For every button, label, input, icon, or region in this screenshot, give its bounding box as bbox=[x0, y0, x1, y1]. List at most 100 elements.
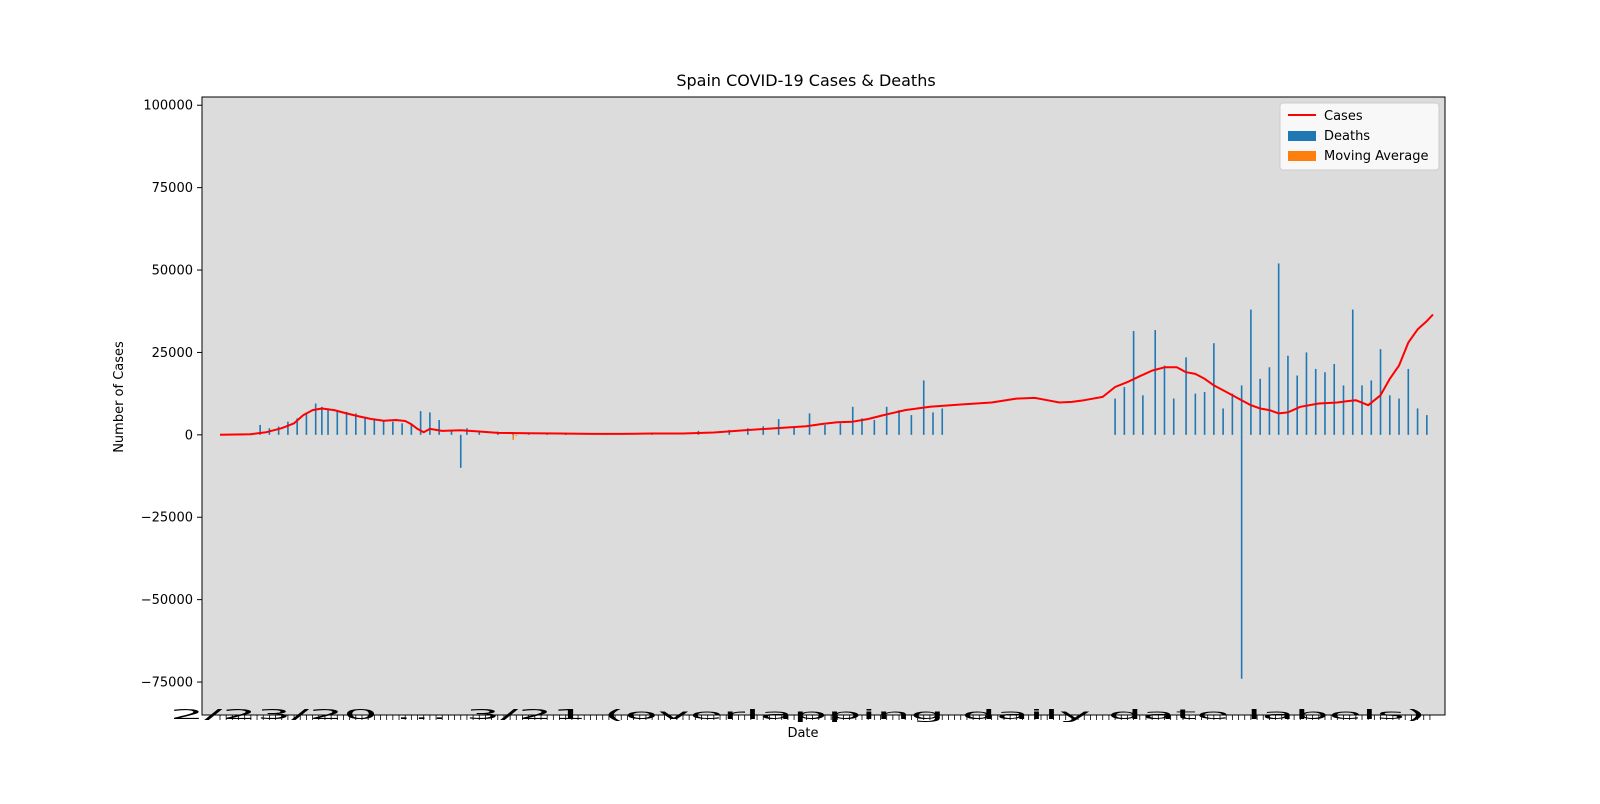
deaths-bar bbox=[1154, 330, 1157, 435]
deaths-bar bbox=[459, 434, 462, 468]
deaths-bar bbox=[1259, 378, 1261, 435]
deaths-bar bbox=[898, 410, 900, 435]
deaths-bar bbox=[1342, 385, 1345, 435]
deaths-bar bbox=[873, 420, 876, 435]
cases-line-group bbox=[219, 313, 1434, 436]
deaths-bars bbox=[250, 263, 1428, 679]
deaths-bar bbox=[728, 429, 731, 435]
deaths-bar bbox=[564, 434, 567, 435]
deaths-bar bbox=[1398, 398, 1400, 435]
deaths-bar bbox=[1305, 352, 1308, 435]
y-tick-label: 100000 bbox=[143, 99, 193, 114]
legend-deaths-label: Deaths bbox=[1324, 129, 1370, 144]
deaths-bar bbox=[861, 418, 863, 435]
y-tick-label: 25000 bbox=[152, 346, 193, 361]
deaths-bar bbox=[1314, 368, 1317, 435]
deaths-bar bbox=[1407, 368, 1410, 435]
deaths-bar bbox=[296, 418, 298, 435]
deaths-bar bbox=[1203, 391, 1206, 435]
chart-title: Spain COVID-19 Cases & Deaths bbox=[676, 71, 935, 90]
deaths-bar bbox=[1351, 309, 1354, 435]
deaths-bar bbox=[1296, 375, 1298, 435]
legend-deaths-swatch bbox=[1288, 131, 1316, 141]
deaths-bar bbox=[478, 430, 481, 435]
deaths-bar bbox=[1361, 385, 1363, 435]
deaths-bar bbox=[1240, 434, 1243, 679]
plot-area bbox=[201, 96, 1446, 716]
y-tick-label: 50000 bbox=[152, 264, 193, 279]
deaths-bar bbox=[1379, 349, 1382, 435]
deaths-bar bbox=[1132, 331, 1135, 435]
deaths-bar bbox=[932, 412, 934, 435]
x-ticks bbox=[219, 715, 1431, 720]
deaths-bar bbox=[410, 424, 413, 435]
deaths-bar bbox=[450, 429, 453, 435]
deaths-bar bbox=[1240, 385, 1243, 435]
deaths-bar bbox=[777, 419, 780, 435]
y-tick-label: 0 bbox=[185, 428, 193, 443]
legend-cases-label: Cases bbox=[1324, 109, 1363, 124]
deaths-bar bbox=[1231, 393, 1234, 435]
deaths-bar bbox=[1123, 387, 1126, 435]
legend: Cases Deaths Moving Average bbox=[1279, 102, 1440, 171]
deaths-bar bbox=[259, 424, 261, 435]
deaths-bar bbox=[1142, 395, 1144, 435]
deaths-bar bbox=[1172, 398, 1175, 435]
deaths-bar bbox=[321, 406, 323, 435]
deaths-bar bbox=[277, 426, 280, 435]
deaths-bar bbox=[746, 428, 749, 435]
deaths-bar bbox=[1250, 309, 1252, 435]
deaths-bar bbox=[1426, 415, 1428, 435]
moving-average-bar bbox=[515, 434, 518, 436]
moving-average-bar bbox=[512, 434, 515, 440]
deaths-bar bbox=[364, 416, 366, 435]
deaths-bar bbox=[382, 420, 385, 435]
deaths-bar bbox=[1222, 408, 1224, 435]
deaths-bar bbox=[885, 406, 888, 435]
deaths-bar bbox=[401, 423, 403, 435]
y-tick-label: −75000 bbox=[141, 676, 193, 691]
deaths-bar bbox=[1416, 408, 1419, 435]
deaths-bar bbox=[373, 418, 376, 435]
deaths-bar bbox=[762, 426, 765, 435]
deaths-bar bbox=[345, 411, 348, 435]
x-axis-label: Date bbox=[787, 726, 818, 741]
deaths-bar bbox=[910, 415, 913, 435]
y-axis-label: Number of Cases bbox=[112, 341, 127, 453]
legend-moving-average-swatch bbox=[1288, 151, 1316, 161]
y-tick-label: 75000 bbox=[152, 181, 193, 196]
deaths-bar bbox=[839, 423, 842, 435]
deaths-bar bbox=[1185, 357, 1187, 435]
deaths-bar bbox=[1388, 395, 1391, 435]
x-tick-labels: 2/23/20 … 3/21 (overlapping daily date l… bbox=[170, 708, 1426, 723]
deaths-bar bbox=[327, 408, 329, 435]
deaths-bar bbox=[1370, 380, 1373, 435]
y-tick-label: −25000 bbox=[141, 511, 193, 526]
legend-moving-average-label: Moving Average bbox=[1324, 149, 1428, 164]
y-ticks: −75000 −50000 −25000 0 25000 50000 75000 100000 bbox=[141, 99, 202, 691]
deaths-bar bbox=[793, 426, 795, 435]
deaths-bar bbox=[392, 421, 394, 435]
deaths-bar bbox=[941, 408, 944, 435]
deaths-bar bbox=[336, 410, 339, 435]
deaths-bar bbox=[1213, 343, 1215, 435]
deaths-bar bbox=[824, 424, 826, 435]
deaths-bar bbox=[355, 413, 357, 435]
cases-line bbox=[219, 313, 1434, 436]
deaths-bar bbox=[438, 420, 440, 435]
moving-average-bars bbox=[512, 434, 518, 440]
deaths-bar bbox=[429, 412, 431, 435]
deaths-bar bbox=[1163, 365, 1166, 435]
y-tick-label: −50000 bbox=[141, 593, 193, 608]
legend-box bbox=[1279, 102, 1440, 171]
deaths-bar bbox=[287, 421, 289, 435]
deaths-bar bbox=[1268, 367, 1271, 435]
deaths-bar bbox=[1277, 263, 1280, 435]
deaths-bar bbox=[1194, 393, 1197, 435]
deaths-bar bbox=[314, 403, 317, 435]
deaths-bar bbox=[305, 413, 308, 435]
deaths-bar bbox=[808, 413, 811, 435]
deaths-bar bbox=[1333, 363, 1336, 435]
